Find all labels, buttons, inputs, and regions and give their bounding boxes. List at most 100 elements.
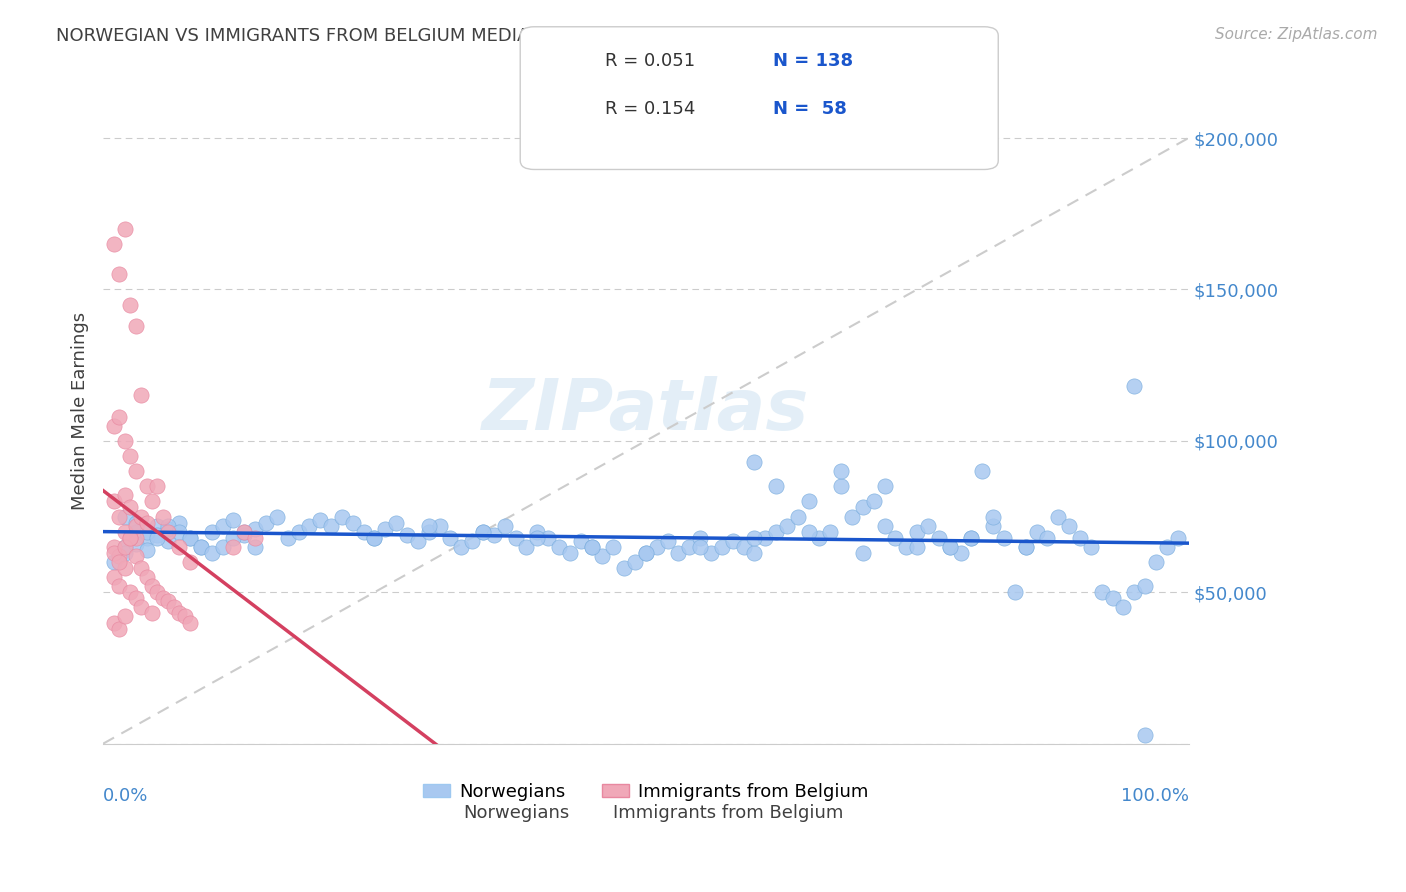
- Point: [243, 522, 266, 536]
- Point: [905, 524, 928, 539]
- Point: [287, 524, 309, 539]
- Point: [896, 540, 918, 554]
- Point: [163, 600, 186, 615]
- Point: [396, 527, 419, 541]
- Point: [141, 607, 163, 621]
- Point: [1123, 379, 1146, 393]
- Point: [222, 540, 245, 554]
- Point: [114, 540, 136, 554]
- Point: [146, 531, 169, 545]
- Point: [298, 518, 321, 533]
- Point: [222, 531, 245, 545]
- Point: [472, 524, 495, 539]
- Point: [211, 518, 233, 533]
- Point: [141, 494, 163, 508]
- Point: [374, 522, 396, 536]
- Point: [786, 509, 808, 524]
- Point: [146, 479, 169, 493]
- Point: [634, 546, 657, 560]
- Point: [277, 531, 299, 545]
- Point: [657, 533, 679, 548]
- FancyBboxPatch shape: [553, 95, 598, 131]
- Point: [1133, 579, 1156, 593]
- Point: [157, 594, 180, 608]
- Point: [808, 531, 831, 545]
- Point: [152, 509, 174, 524]
- Point: [141, 579, 163, 593]
- Point: [569, 533, 592, 548]
- Point: [129, 561, 152, 575]
- Point: [666, 546, 689, 560]
- Point: [266, 509, 288, 524]
- Point: [905, 540, 928, 554]
- Point: [602, 540, 624, 554]
- Point: [103, 546, 125, 560]
- Point: [125, 516, 148, 530]
- Point: [852, 500, 875, 515]
- Point: [108, 509, 131, 524]
- Point: [526, 531, 548, 545]
- Point: [114, 488, 136, 502]
- Point: [461, 533, 484, 548]
- Point: [928, 531, 950, 545]
- Text: N = 138: N = 138: [773, 52, 853, 70]
- Point: [157, 524, 180, 539]
- Point: [439, 531, 461, 545]
- Point: [125, 464, 148, 478]
- Point: [173, 609, 195, 624]
- Point: [135, 524, 157, 539]
- Point: [179, 555, 201, 569]
- Point: [114, 546, 136, 560]
- Point: [797, 524, 820, 539]
- Point: [406, 533, 429, 548]
- Point: [700, 546, 723, 560]
- Point: [125, 531, 148, 545]
- Point: [167, 516, 190, 530]
- Text: Immigrants from Belgium: Immigrants from Belgium: [613, 804, 844, 822]
- Point: [103, 494, 125, 508]
- Point: [363, 531, 385, 545]
- Point: [613, 561, 636, 575]
- Point: [494, 518, 516, 533]
- Point: [129, 600, 152, 615]
- Point: [135, 516, 157, 530]
- Point: [129, 509, 152, 524]
- Point: [558, 546, 581, 560]
- Point: [537, 531, 560, 545]
- Point: [972, 464, 994, 478]
- Point: [1015, 540, 1038, 554]
- Point: [152, 591, 174, 606]
- Point: [108, 409, 131, 424]
- Point: [120, 585, 142, 599]
- Point: [201, 546, 224, 560]
- Text: N =  58: N = 58: [773, 100, 848, 118]
- Point: [1091, 585, 1114, 599]
- Point: [103, 570, 125, 584]
- Point: [243, 531, 266, 545]
- Point: [103, 555, 125, 569]
- Point: [103, 418, 125, 433]
- Point: [330, 509, 353, 524]
- Point: [1080, 540, 1102, 554]
- Point: [190, 540, 212, 554]
- Point: [862, 494, 884, 508]
- Point: [1004, 585, 1026, 599]
- Point: [689, 540, 711, 554]
- Point: [157, 522, 180, 536]
- Point: [108, 579, 131, 593]
- Point: [201, 524, 224, 539]
- Point: [981, 518, 1004, 533]
- Point: [125, 591, 148, 606]
- Point: [830, 464, 852, 478]
- Point: [233, 527, 256, 541]
- Point: [108, 549, 131, 563]
- Point: [342, 516, 364, 530]
- Point: [472, 524, 495, 539]
- Point: [233, 524, 256, 539]
- Point: [1156, 540, 1178, 554]
- Point: [993, 531, 1015, 545]
- Point: [103, 237, 125, 252]
- Point: [1112, 600, 1135, 615]
- Text: R = 0.154: R = 0.154: [605, 100, 695, 118]
- Point: [125, 524, 148, 539]
